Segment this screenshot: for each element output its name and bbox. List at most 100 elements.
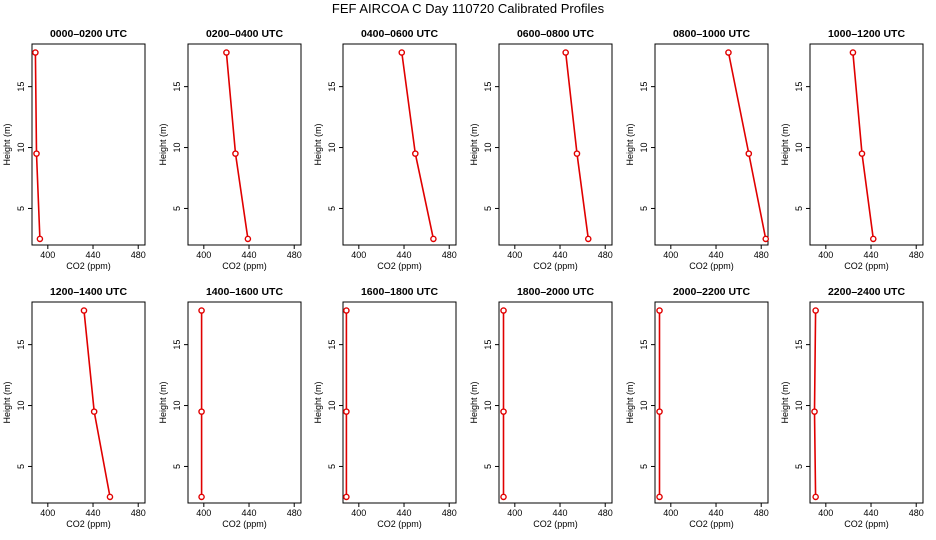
panel-title: 0000–0200 UTC bbox=[50, 28, 127, 40]
figure-title: FEF AIRCOA C Day 110720 Calibrated Profi… bbox=[331, 1, 605, 16]
y-tick-label: 10 bbox=[483, 143, 493, 153]
panel-title: 1200–1400 UTC bbox=[50, 286, 127, 298]
y-axis-label: Height (m) bbox=[625, 381, 635, 423]
data-point bbox=[656, 307, 663, 314]
panel-title: 1400–1600 UTC bbox=[206, 286, 283, 298]
x-tick-label: 440 bbox=[864, 508, 879, 518]
panel-10: 1800–2000 UTC 400 440 480 5 10 15 CO2 (ppm) Heig… bbox=[469, 286, 613, 529]
panel-3: 0400–0600 UTC 400 440 480 5 10 15 CO2 (ppm) Heig… bbox=[313, 28, 457, 271]
y-tick-label: 5 bbox=[172, 464, 182, 469]
x-tick-label: 440 bbox=[553, 508, 568, 518]
x-tick-label: 480 bbox=[909, 250, 924, 260]
plot-frame bbox=[342, 43, 457, 246]
data-point bbox=[90, 408, 98, 415]
panel-title: 1600–1800 UTC bbox=[361, 286, 438, 298]
y-tick-label: 15 bbox=[639, 82, 649, 92]
x-tick-label: 440 bbox=[709, 250, 724, 260]
panel-1: 0000–0200 UTC 400 440 480 5 10 15 CO2 (ppm) Heig… bbox=[2, 28, 146, 271]
x-axis-label: CO2 (ppm) bbox=[689, 519, 734, 529]
y-axis-label: Height (m) bbox=[2, 123, 12, 165]
y-tick-label: 10 bbox=[172, 143, 182, 153]
y-tick-label: 10 bbox=[639, 401, 649, 411]
data-point bbox=[106, 493, 114, 501]
data-point bbox=[343, 307, 350, 314]
x-tick-label: 480 bbox=[131, 250, 146, 260]
panel-12: 2200–2400 UTC 400 440 480 5 10 15 CO2 (ppm) Heig… bbox=[780, 286, 924, 529]
y-tick-label: 10 bbox=[794, 401, 804, 411]
y-tick-label: 15 bbox=[172, 340, 182, 350]
plot-frame bbox=[809, 301, 924, 504]
y-tick-label: 15 bbox=[172, 82, 182, 92]
x-axis-label: CO2 (ppm) bbox=[377, 261, 422, 271]
y-axis-label: Height (m) bbox=[313, 123, 323, 165]
data-point bbox=[725, 49, 732, 56]
data-point bbox=[232, 150, 239, 157]
x-tick-label: 440 bbox=[86, 250, 101, 260]
data-point bbox=[500, 408, 507, 415]
y-tick-label: 5 bbox=[16, 206, 26, 211]
panel-title: 0600–0800 UTC bbox=[517, 28, 594, 40]
y-tick-label: 15 bbox=[327, 340, 337, 350]
y-tick-label: 15 bbox=[483, 82, 493, 92]
y-tick-label: 5 bbox=[172, 206, 182, 211]
x-tick-label: 400 bbox=[818, 508, 833, 518]
plot-frame bbox=[31, 301, 146, 504]
x-tick-label: 440 bbox=[242, 508, 257, 518]
panel-5: 0800–1000 UTC 400 440 480 5 10 15 CO2 (ppm) Heig… bbox=[625, 28, 770, 271]
x-axis-label: CO2 (ppm) bbox=[222, 261, 267, 271]
plot-frame bbox=[187, 301, 302, 504]
plot-frame bbox=[498, 301, 613, 504]
panel-title: 2000–2200 UTC bbox=[673, 286, 750, 298]
x-tick-label: 400 bbox=[507, 250, 522, 260]
profile-line bbox=[401, 52, 435, 240]
y-tick-label: 5 bbox=[794, 206, 804, 211]
panel-6: 1000–1200 UTC 400 440 480 5 10 15 CO2 (ppm) Heig… bbox=[780, 28, 924, 271]
x-tick-label: 440 bbox=[397, 508, 412, 518]
y-tick-label: 5 bbox=[794, 464, 804, 469]
x-tick-label: 440 bbox=[553, 250, 568, 260]
y-tick-label: 10 bbox=[172, 401, 182, 411]
data-point bbox=[584, 235, 592, 243]
panel-title: 1000–1200 UTC bbox=[828, 28, 905, 40]
panel-title: 2200–2400 UTC bbox=[828, 286, 905, 298]
profile-line bbox=[83, 310, 111, 498]
x-tick-label: 480 bbox=[442, 250, 457, 260]
y-tick-label: 10 bbox=[16, 143, 26, 153]
x-tick-label: 480 bbox=[909, 508, 924, 518]
x-tick-label: 400 bbox=[663, 250, 678, 260]
y-tick-label: 5 bbox=[639, 206, 649, 211]
data-point bbox=[573, 150, 581, 157]
profile-line bbox=[813, 310, 817, 497]
data-point bbox=[223, 49, 230, 56]
x-tick-label: 480 bbox=[598, 250, 613, 260]
data-point bbox=[430, 235, 437, 243]
data-point bbox=[745, 150, 753, 157]
data-point bbox=[398, 49, 406, 56]
plot-frame bbox=[187, 43, 302, 246]
x-tick-label: 480 bbox=[131, 508, 146, 518]
x-tick-label: 400 bbox=[351, 250, 366, 260]
x-tick-label: 480 bbox=[598, 508, 613, 518]
x-tick-label: 480 bbox=[754, 508, 769, 518]
x-tick-label: 480 bbox=[442, 508, 457, 518]
data-point bbox=[198, 307, 205, 314]
y-tick-label: 10 bbox=[16, 401, 26, 411]
panel-title: 0400–0600 UTC bbox=[361, 28, 438, 40]
x-axis-label: CO2 (ppm) bbox=[377, 519, 422, 529]
y-tick-label: 15 bbox=[327, 82, 337, 92]
data-point bbox=[500, 307, 507, 314]
y-tick-label: 15 bbox=[794, 82, 804, 92]
plot-frame bbox=[342, 301, 457, 504]
y-axis-label: Height (m) bbox=[469, 381, 479, 423]
plot-frame bbox=[654, 301, 769, 504]
x-axis-label: CO2 (ppm) bbox=[533, 519, 578, 529]
y-tick-label: 10 bbox=[327, 143, 337, 153]
y-axis-label: Height (m) bbox=[625, 123, 635, 165]
panel-8: 1400–1600 UTC 400 440 480 5 10 15 CO2 (ppm) Heig… bbox=[158, 286, 302, 529]
x-tick-label: 480 bbox=[287, 250, 302, 260]
y-tick-label: 15 bbox=[639, 340, 649, 350]
x-tick-label: 480 bbox=[754, 250, 769, 260]
plot-frame bbox=[654, 43, 769, 246]
data-point bbox=[656, 408, 663, 415]
y-tick-label: 10 bbox=[327, 401, 337, 411]
